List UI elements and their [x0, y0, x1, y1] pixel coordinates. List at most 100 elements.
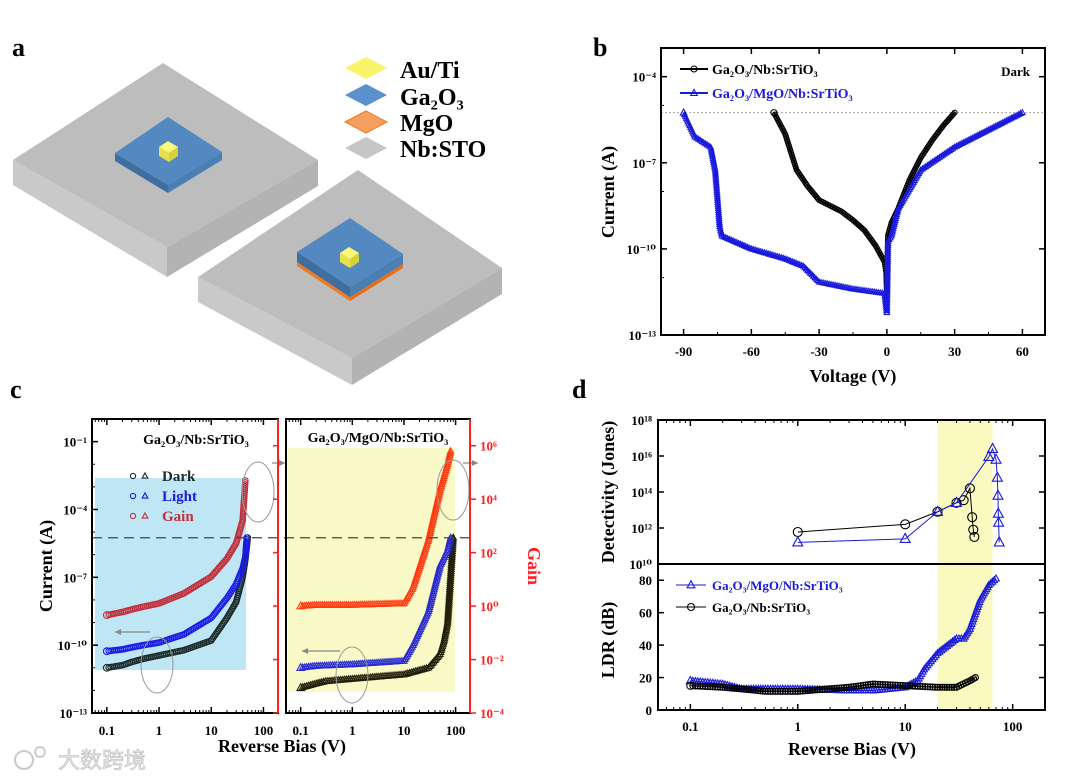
substrate-side-left	[13, 160, 167, 277]
mgo-side-left	[297, 262, 350, 301]
data-point	[735, 685, 743, 693]
data-point	[445, 586, 454, 594]
data-point	[992, 516, 1005, 527]
data-point	[899, 532, 912, 543]
data-point	[445, 588, 454, 596]
data-point	[442, 622, 451, 630]
data-point	[971, 674, 979, 682]
data-point	[835, 684, 843, 692]
panel-label-d: d	[572, 375, 587, 404]
series-gaonbsrtio	[686, 674, 979, 695]
data-point	[808, 686, 816, 694]
y-tick-label: 10⁻⁴	[632, 70, 656, 85]
x-tick-label: 0.1	[99, 723, 115, 738]
data-point	[936, 683, 944, 691]
data-point	[823, 685, 831, 693]
data-point	[852, 682, 860, 690]
gain-tick-label: 10²	[480, 546, 497, 561]
data-point	[830, 684, 838, 692]
data-point	[730, 684, 739, 692]
data-point	[443, 612, 453, 620]
data-point	[771, 687, 779, 695]
data-point	[1017, 109, 1025, 117]
data-point	[764, 687, 772, 695]
data-point	[881, 681, 889, 689]
electrode-side-right	[350, 253, 359, 268]
y-axis-label-current: Current (A)	[36, 520, 57, 612]
x-tick-label: 100	[1003, 719, 1023, 734]
data-point	[813, 686, 821, 694]
y-tick-label: 10¹⁸	[631, 413, 652, 428]
x-tick-label: -90	[675, 344, 692, 359]
data-point	[447, 554, 456, 563]
data-point	[445, 539, 454, 547]
data-point	[445, 590, 454, 598]
data-point	[921, 683, 929, 691]
y-tick-label: 10¹⁰	[629, 557, 652, 572]
series-dark	[295, 533, 458, 692]
series-gaomgonbsrtio	[679, 107, 1026, 316]
data-point	[446, 566, 456, 575]
x-axis-label: Voltage (V)	[810, 366, 897, 387]
x-axis-label: Reverse Bias (V)	[218, 736, 346, 757]
data-point	[784, 687, 792, 695]
data-point	[701, 682, 709, 690]
data-point	[789, 687, 797, 695]
x-tick-label: -30	[810, 344, 827, 359]
data-point	[446, 533, 455, 541]
data-point	[796, 687, 804, 695]
panel-label-c: c	[10, 375, 22, 404]
legend-label-nbsto: Nb:STO	[400, 137, 486, 163]
data-point	[443, 545, 452, 553]
x-tick-label: -60	[743, 344, 760, 359]
data-point	[929, 683, 937, 691]
data-point	[691, 682, 699, 690]
x-tick-label: 10	[899, 719, 912, 734]
data-point	[444, 608, 453, 616]
data-point	[884, 681, 892, 689]
data-point	[828, 685, 836, 693]
data-point	[909, 682, 917, 690]
data-point	[699, 682, 707, 690]
substrate-side-left	[198, 277, 352, 385]
data-point	[446, 535, 455, 543]
data-point	[840, 684, 848, 692]
data-point	[241, 477, 249, 484]
watermark: 大数跨境	[58, 749, 146, 774]
data-point	[442, 626, 451, 634]
data-point	[791, 535, 804, 547]
data-point	[447, 558, 456, 567]
ga2o3-side-left	[115, 153, 168, 193]
x-tick-label: 10	[205, 723, 218, 738]
x-tick-label: 1	[156, 723, 163, 738]
data-point	[446, 572, 455, 581]
chart-b-iv-dark: -90 -60 -30 0 30 60 10⁻⁴ 10⁻⁷ 10⁻¹⁰ 10⁻¹³ Voltage …	[598, 47, 1046, 387]
data-point	[444, 541, 453, 549]
data-point	[991, 471, 1004, 482]
data-point	[704, 682, 712, 691]
material-legend: Au/Ti Ga₂O₃ MgO Nb:STO	[343, 57, 486, 163]
y-tick-label: 10¹⁶	[631, 449, 652, 464]
data-point	[886, 681, 894, 689]
data-point	[931, 505, 944, 516]
au-ti-electrode	[340, 247, 359, 259]
data-point	[443, 614, 452, 622]
data-point	[445, 584, 454, 592]
data-point	[948, 683, 956, 691]
y-tick-label: 60	[639, 606, 652, 621]
y-tick-label: 10¹⁴	[631, 485, 652, 500]
data-point	[448, 550, 457, 559]
ga2o3-side-left	[297, 252, 350, 297]
data-point	[447, 556, 456, 565]
series-gaomgonbsrtio	[791, 442, 1006, 547]
legend-label: Light	[162, 489, 197, 505]
substrate-side-right	[352, 268, 502, 385]
data-point	[447, 560, 456, 569]
data-point	[876, 680, 884, 688]
data-point	[806, 686, 814, 694]
data-point	[447, 562, 456, 571]
x-tick-label: 100	[446, 723, 466, 738]
data-point	[445, 592, 454, 600]
legend-marker-triangle-icon	[141, 471, 149, 479]
data-point	[719, 683, 727, 691]
